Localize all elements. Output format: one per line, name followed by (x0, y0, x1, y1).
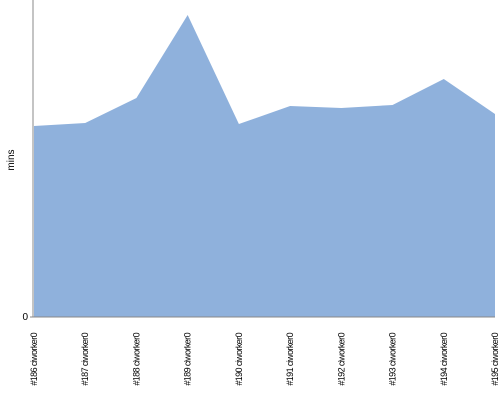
x-tick-label: #187 ciworker0 (80, 332, 90, 385)
area (34, 15, 495, 317)
y-tick-label: 0 (22, 312, 28, 323)
x-tick-label: #189 ciworker0 (183, 332, 193, 385)
x-tick-label: #188 ciworker0 (131, 332, 141, 385)
x-tick-label: #194 ciworker0 (439, 332, 449, 385)
x-tick-label: #193 ciworker0 (388, 332, 398, 385)
y-axis-label: mins (6, 149, 17, 170)
x-tick-label: #191 ciworker0 (285, 332, 295, 385)
x-tick-label: #190 ciworker0 (234, 332, 244, 385)
x-tick-label: #195 ciworker0 (490, 332, 500, 385)
x-tick-label: #186 ciworker0 (29, 332, 39, 385)
x-tick-label: #192 ciworker0 (336, 332, 346, 385)
